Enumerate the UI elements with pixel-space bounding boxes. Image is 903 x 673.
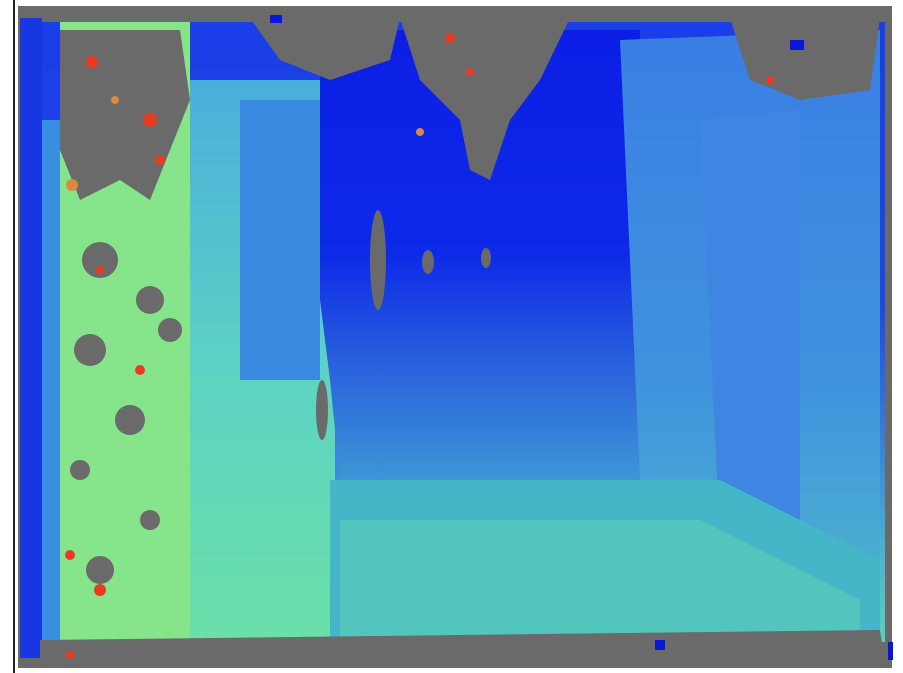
- left-strip-2: [42, 120, 62, 650]
- depth-map: [0, 0, 903, 673]
- left-strip: [20, 18, 42, 658]
- wall-band: [240, 100, 320, 380]
- page: [0, 0, 903, 673]
